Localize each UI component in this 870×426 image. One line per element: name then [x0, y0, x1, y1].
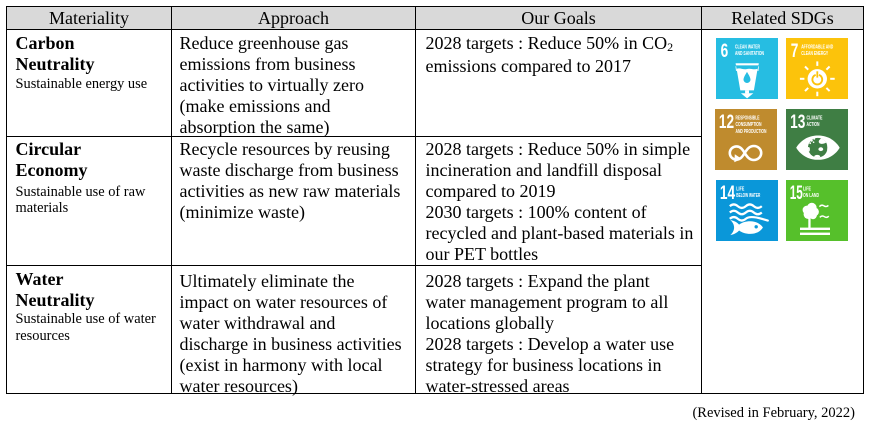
- svg-text:BELOW WATER: BELOW WATER: [736, 193, 760, 199]
- svg-text:RESPONSIBLE: RESPONSIBLE: [736, 115, 760, 121]
- svg-text:12: 12: [719, 111, 734, 133]
- svg-text:14: 14: [719, 181, 735, 203]
- svg-text:LIFE: LIFE: [736, 186, 744, 192]
- svg-text:LIFE: LIFE: [803, 186, 811, 192]
- svg-text:ACTION: ACTION: [806, 122, 819, 128]
- svg-text:CLIMATE: CLIMATE: [806, 115, 822, 121]
- svg-text:CLEAN WATER: CLEAN WATER: [735, 44, 760, 50]
- svg-text:CLEAN ENERGY: CLEAN ENERGY: [801, 51, 828, 57]
- svg-text:AND PRODUCTION: AND PRODUCTION: [736, 129, 767, 135]
- svg-text:AFFORDABLE AND: AFFORDABLE AND: [801, 44, 833, 50]
- svg-text:ON LAND: ON LAND: [803, 193, 819, 199]
- svg-text:15: 15: [790, 183, 803, 203]
- svg-text:7: 7: [791, 40, 799, 62]
- svg-text:CONSUMPTION: CONSUMPTION: [736, 122, 762, 128]
- svg-text:13: 13: [790, 111, 805, 133]
- svg-text:6: 6: [720, 40, 728, 62]
- svg-text:AND SANITATION: AND SANITATION: [735, 51, 764, 57]
